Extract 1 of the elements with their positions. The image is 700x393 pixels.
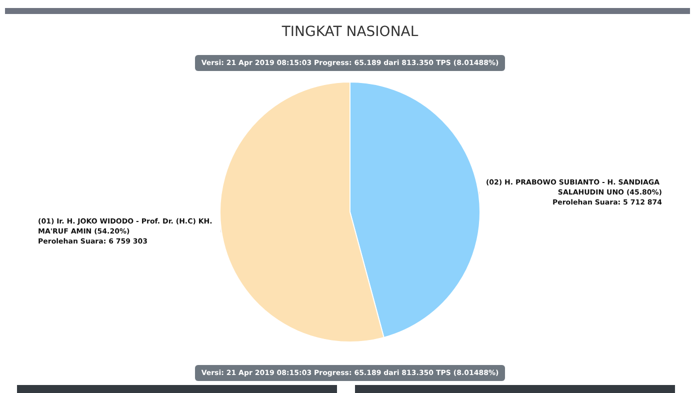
chart-title: TINGKAT NASIONAL (280, 24, 420, 40)
